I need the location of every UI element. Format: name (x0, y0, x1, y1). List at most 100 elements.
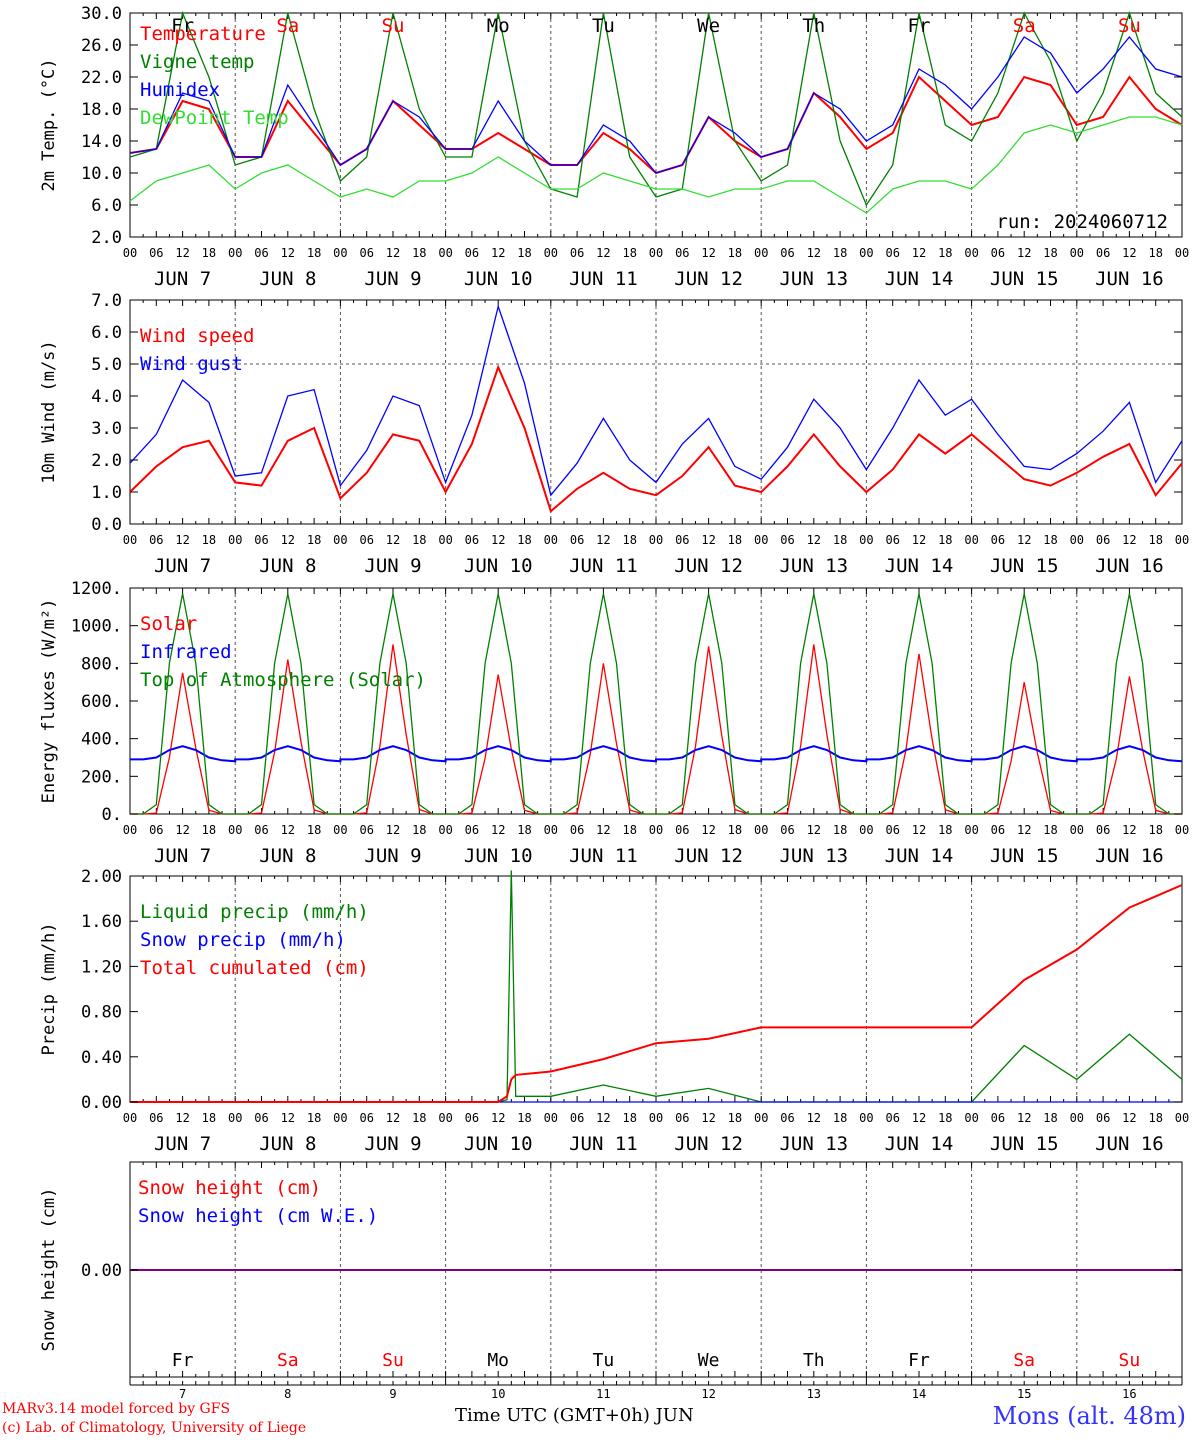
y-tick-label: 0. (102, 805, 122, 825)
y-tick-label: 0.40 (81, 1048, 122, 1068)
x-day-label: JUN 9 (364, 555, 421, 577)
x-day-label: JUN 12 (674, 268, 743, 290)
x-hour-tick-label: 00 (123, 246, 137, 260)
weekday-label: Sa (276, 15, 299, 37)
legend-entry: Total cumulated (cm) (140, 957, 369, 979)
x-hour-tick-label: 06 (149, 533, 163, 547)
x-day-label: JUN 11 (569, 555, 638, 577)
x-day-label: JUN 9 (364, 268, 421, 290)
x-hour-tick-label: 06 (1096, 246, 1110, 260)
x-hour-tick-label: 06 (885, 823, 899, 837)
x-hour-tick-label: 18 (517, 246, 531, 260)
y-axis-label: Snow height (cm) (39, 1188, 59, 1352)
x-hour-tick-label: 06 (991, 823, 1005, 837)
legend-entry: Snow precip (mm/h) (140, 929, 346, 951)
x-hour-tick-label: 12 (491, 533, 505, 547)
y-axis-label: Precip (mm/h) (39, 922, 59, 1055)
x-day-label: JUN 8 (259, 1133, 316, 1155)
x-hour-tick-label: 12 (491, 246, 505, 260)
x-hour-tick-label: 00 (1070, 1111, 1084, 1125)
legend-entry: Snow height (cm) (138, 1177, 321, 1199)
x-hour-tick-label: 12 (912, 823, 926, 837)
x-day-label: JUN 16 (1095, 845, 1164, 867)
legend-entry: Liquid precip (mm/h) (140, 901, 369, 923)
x-hour-tick-label: 12 (281, 823, 295, 837)
x-hour-tick-label: 12 (175, 533, 189, 547)
y-tick-label: 0.0 (91, 515, 122, 535)
x-hour-tick-label: 06 (1096, 533, 1110, 547)
x-hour-tick-label: 12 (596, 533, 610, 547)
x-day-label: JUN 7 (154, 555, 211, 577)
x-day-label: JUN 10 (464, 268, 533, 290)
x-hour-tick-label: 00 (754, 246, 768, 260)
model-credit: MARv3.14 model forced by GFS (2, 1401, 231, 1417)
x-hour-tick-label: 18 (1043, 1111, 1057, 1125)
x-hour-tick-label: 12 (701, 246, 715, 260)
weekday-label: Fr (171, 15, 194, 37)
x-hour-tick-label: 00 (438, 823, 452, 837)
x-hour-tick-label: 18 (412, 1111, 426, 1125)
day-number-label: 7 (179, 1387, 186, 1401)
x-hour-tick-label: 12 (175, 823, 189, 837)
x-day-label: JUN 11 (569, 1133, 638, 1155)
x-hour-tick-label: 00 (754, 1111, 768, 1125)
x-day-label: JUN 13 (779, 555, 848, 577)
x-hour-tick-label: 00 (754, 533, 768, 547)
x-hour-tick-label: 12 (1017, 533, 1031, 547)
x-hour-tick-label: 00 (859, 823, 873, 837)
x-hour-tick-label: 06 (780, 246, 794, 260)
y-tick-label: 1.0 (91, 483, 122, 503)
x-hour-tick-label: 06 (885, 246, 899, 260)
x-hour-tick-label: 18 (412, 246, 426, 260)
x-hour-tick-label: 06 (359, 533, 373, 547)
x-hour-tick-label: 18 (728, 246, 742, 260)
y-tick-label: 1.60 (81, 912, 122, 932)
x-hour-tick-label: 06 (780, 823, 794, 837)
x-hour-tick-label: 00 (123, 823, 137, 837)
x-hour-tick-label: 00 (544, 1111, 558, 1125)
y-axis-label: Energy fluxes (W/m²) (39, 599, 59, 804)
x-hour-tick-label: 06 (149, 823, 163, 837)
y-tick-label: 2.0 (91, 228, 122, 248)
y-tick-label: 14.0 (81, 132, 122, 152)
x-hour-tick-label: 18 (938, 823, 952, 837)
x-hour-tick-label: 18 (622, 1111, 636, 1125)
lab-credit: (c) Lab. of Climatology, University of L… (2, 1420, 307, 1436)
weekday-label: Su (1119, 1350, 1141, 1371)
weekday-label: Tu (592, 15, 615, 37)
x-day-label: JUN 12 (674, 555, 743, 577)
x-hour-tick-label: 18 (622, 246, 636, 260)
x-hour-tick-label: 18 (728, 1111, 742, 1125)
x-hour-tick-label: 12 (1122, 823, 1136, 837)
x-hour-tick-label: 06 (570, 823, 584, 837)
x-hour-tick-label: 00 (1175, 533, 1189, 547)
y-tick-label: 0.80 (81, 1003, 122, 1023)
legend-entry: Infrared (140, 641, 232, 663)
y-tick-label: 200. (81, 767, 122, 787)
x-day-label: JUN 16 (1095, 1133, 1164, 1155)
x-hour-tick-label: 12 (175, 246, 189, 260)
y-tick-label: 1200. (71, 579, 122, 599)
x-hour-tick-label: 06 (675, 246, 689, 260)
x-hour-tick-label: 06 (359, 246, 373, 260)
x-day-label: JUN 16 (1095, 555, 1164, 577)
x-hour-tick-label: 00 (123, 533, 137, 547)
x-day-label: JUN 8 (259, 268, 316, 290)
day-number-label: 15 (1017, 1387, 1031, 1401)
series-dewpoint-temp (129, 116, 1183, 214)
legend-entry: Temperature (140, 23, 266, 45)
x-hour-tick-label: 18 (833, 533, 847, 547)
x-hour-tick-label: 06 (359, 823, 373, 837)
time-axis-title: Time UTC (GMT+0h) JUN (455, 1405, 694, 1426)
weekday-label: Fr (908, 1350, 930, 1371)
series-wind-speed (129, 364, 1183, 513)
x-hour-tick-label: 12 (596, 823, 610, 837)
x-hour-tick-label: 18 (833, 246, 847, 260)
x-hour-tick-label: 00 (333, 1111, 347, 1125)
x-hour-tick-label: 06 (465, 1111, 479, 1125)
x-hour-tick-label: 18 (833, 823, 847, 837)
series-total-cumulated-cm- (130, 884, 1183, 1103)
x-hour-tick-label: 06 (254, 246, 268, 260)
x-day-label: JUN 9 (364, 845, 421, 867)
